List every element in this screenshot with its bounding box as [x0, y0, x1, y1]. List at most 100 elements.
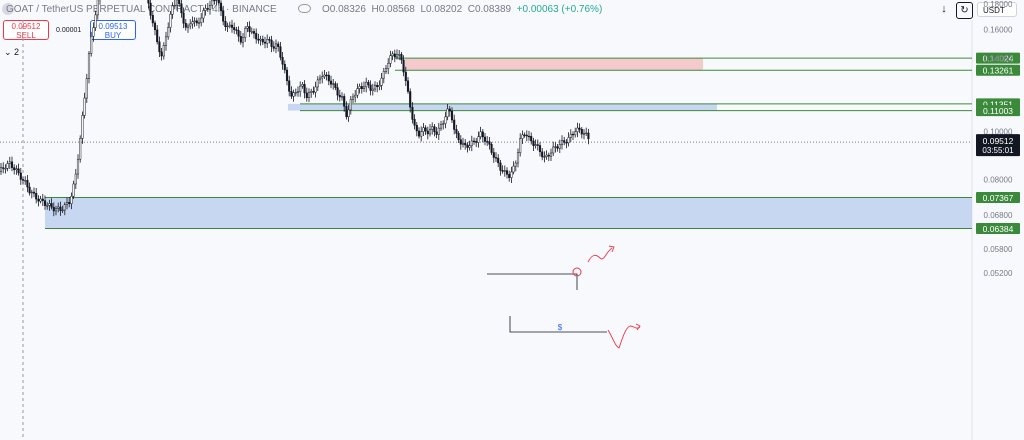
candle	[167, 22, 170, 40]
candle	[213, 0, 216, 5]
candle-body	[310, 91, 313, 93]
candle-body	[340, 96, 344, 98]
candle	[228, 21, 231, 29]
indicators-toggle[interactable]: ⌄ 2	[4, 47, 20, 57]
level-tag-5	[976, 191, 1020, 203]
candle	[281, 52, 284, 70]
candle	[442, 120, 445, 130]
candle	[206, 3, 209, 12]
candle-body	[521, 134, 524, 139]
candle	[46, 202, 49, 210]
candle-body	[367, 81, 370, 86]
candle	[519, 133, 522, 157]
arrow-down-icon[interactable]: ↓	[941, 3, 947, 15]
candle-body	[373, 84, 377, 90]
candle	[448, 105, 451, 117]
candle	[233, 22, 236, 34]
candle	[477, 131, 480, 148]
candle	[585, 127, 588, 137]
candle-body	[195, 20, 198, 24]
candle	[393, 49, 396, 63]
candle	[30, 189, 33, 199]
buy-button[interactable]: 0.09513 BUY	[90, 20, 136, 40]
candle-body	[224, 21, 227, 27]
candle-body	[184, 22, 187, 28]
candle-body	[567, 137, 570, 144]
candle	[527, 130, 531, 141]
candle	[76, 154, 80, 179]
candle	[250, 27, 253, 35]
range-box-top	[487, 273, 578, 290]
candle-body	[202, 10, 205, 19]
candle-body	[391, 53, 394, 56]
candle	[259, 35, 262, 46]
replay-icon[interactable]: ↻	[956, 2, 973, 19]
candle-body	[329, 80, 333, 85]
candle	[349, 95, 352, 115]
candle	[459, 135, 462, 150]
ohlc-low: L0.08202	[420, 4, 463, 15]
candle-body	[219, 2, 223, 11]
candle-body	[312, 91, 315, 93]
candle-body	[303, 84, 306, 94]
candle-body	[193, 20, 196, 23]
candle-body	[158, 41, 161, 53]
sell-price: 0.09512	[11, 22, 41, 31]
candle-body	[490, 144, 493, 153]
candle-body	[301, 84, 304, 87]
candle-body	[576, 127, 579, 132]
candle-body	[186, 25, 190, 28]
candle-body	[83, 97, 86, 116]
sell-button[interactable]: 0.09512 SELL	[3, 20, 49, 40]
candle-body	[274, 43, 278, 49]
candle	[356, 83, 359, 99]
candle-body	[382, 71, 385, 79]
candle	[554, 142, 557, 153]
candle-body	[530, 135, 533, 142]
candle	[35, 187, 38, 204]
candle	[182, 7, 185, 29]
candle	[402, 55, 405, 77]
candle-body	[299, 85, 302, 92]
candle	[582, 129, 586, 140]
eye-icon[interactable]	[298, 4, 311, 13]
candle-body	[261, 38, 264, 43]
liquidity-annotation: $	[558, 323, 563, 332]
candle-body	[288, 80, 291, 92]
candle	[241, 33, 245, 48]
candle-body	[92, 27, 95, 37]
candle	[294, 88, 297, 97]
candle	[57, 202, 60, 213]
symbol-title[interactable]: GOAT / TetherUS PERPETUAL CONTRACT · 4h …	[6, 4, 277, 15]
candle	[486, 136, 489, 146]
candle	[571, 131, 575, 140]
candle	[541, 148, 544, 161]
candle	[406, 76, 410, 94]
candle	[312, 86, 315, 95]
candle-body	[147, 0, 150, 4]
candle	[521, 130, 524, 144]
candle	[439, 120, 443, 131]
candle	[360, 82, 363, 94]
candle	[376, 82, 379, 93]
candle	[65, 197, 69, 210]
candle	[81, 111, 84, 144]
candle-body	[525, 134, 528, 137]
candle-body	[6, 163, 9, 169]
candle	[19, 168, 22, 185]
candle	[230, 19, 234, 33]
candle	[455, 124, 458, 139]
candle	[266, 34, 269, 49]
candle-body	[63, 204, 66, 211]
currency-select[interactable]: USDT	[977, 2, 1017, 17]
candle	[415, 122, 418, 137]
candle-body	[257, 38, 260, 41]
candle	[252, 28, 256, 39]
countdown-label: 03:55:01	[982, 146, 1014, 155]
candle	[202, 7, 205, 23]
candle-body	[365, 81, 368, 88]
candle-body	[217, 0, 220, 4]
ohlc-close: C0.08389	[467, 4, 512, 15]
candle	[178, 0, 181, 7]
